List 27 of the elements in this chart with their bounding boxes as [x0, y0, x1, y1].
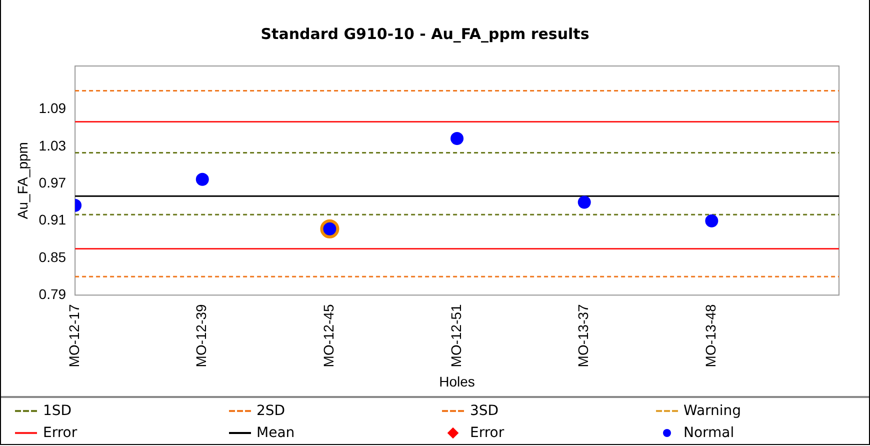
y-tick-label: 1.03 [38, 137, 66, 154]
x-tick-label: MO-12-39 [193, 304, 210, 368]
y-tick-label: 0.85 [38, 248, 66, 265]
x-tick-label: MO-12-51 [448, 304, 464, 368]
legend-label: 2SD [256, 403, 286, 419]
y-axis-title: Au_FA_ppm [14, 142, 30, 220]
x-tick-label: MO-12-45 [320, 304, 337, 368]
x-tick-label: MO-13-37 [575, 304, 592, 368]
y-tick-label: 0.79 [38, 286, 66, 302]
point [705, 214, 718, 228]
y-tick-label: 0.97 [38, 174, 66, 191]
chart-title: Standard G910-10 - Au_FA_ppm results [260, 24, 590, 43]
legend-label: Warning [684, 403, 742, 419]
legend-label: Normal [684, 425, 734, 441]
point [196, 172, 209, 186]
legend-label: Error [470, 425, 504, 441]
point [450, 132, 464, 145]
legend-label: Error [43, 425, 78, 441]
legend-label: 1SD [43, 403, 72, 419]
y-tick-label: 0.91 [38, 212, 66, 228]
legend-label: Mean [256, 425, 295, 441]
point [578, 196, 591, 209]
legend-label: 3SD [470, 403, 499, 419]
x-axis-title: Holes [439, 373, 475, 390]
x-tick-label: MO-12-17 [66, 304, 82, 368]
y-tick-label: 1.09 [38, 100, 66, 116]
x-tick-label: MO-13-48 [702, 304, 719, 368]
